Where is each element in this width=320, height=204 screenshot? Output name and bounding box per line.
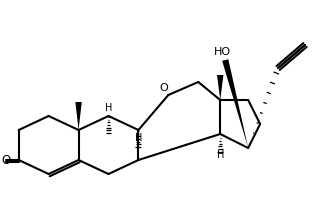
- Text: H: H: [105, 103, 112, 113]
- Text: O: O: [159, 83, 168, 93]
- Polygon shape: [222, 59, 248, 148]
- Text: H: H: [135, 133, 142, 143]
- Text: HO: HO: [214, 47, 231, 57]
- Text: H: H: [217, 150, 224, 160]
- Polygon shape: [76, 102, 82, 130]
- Polygon shape: [217, 75, 223, 100]
- Text: O: O: [1, 153, 10, 166]
